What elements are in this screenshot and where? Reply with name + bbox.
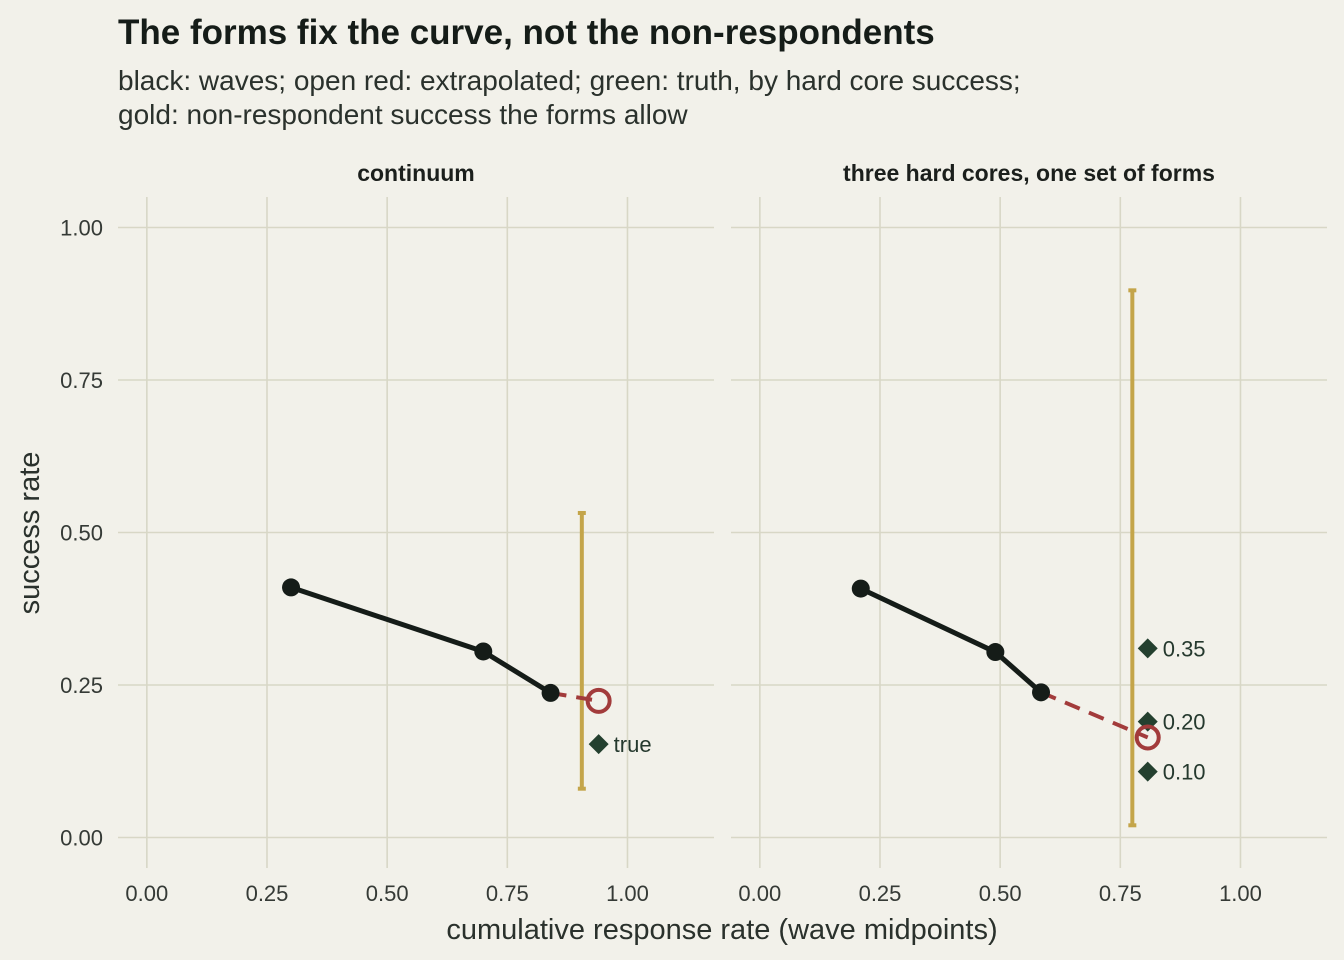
- facet-label: three hard cores, one set of forms: [843, 160, 1215, 186]
- extrapolation-line: [1040, 690, 1149, 740]
- facet-panel-2: three hard cores, one set of forms 0.00 0.…: [731, 160, 1327, 906]
- wave-point: [1032, 683, 1051, 702]
- chart-title: The forms fix the curve, not the non-res…: [118, 13, 935, 52]
- x-tick-label: 0.50: [366, 881, 409, 906]
- y-tick-label: 1.00: [60, 216, 103, 241]
- waves-line: [290, 585, 552, 696]
- truth-marker: [1137, 761, 1158, 782]
- truth-label: 0.35: [1163, 636, 1206, 661]
- x-tick-label: 0.00: [125, 881, 168, 906]
- facet-panel-1: continuum 0.00 0.25 0.50 0.75 1.00 0.00 0.25 0.5…: [60, 160, 714, 906]
- wave-point: [541, 683, 560, 702]
- truth-marker: [588, 734, 609, 755]
- x-tick-label: 0.75: [1099, 881, 1142, 906]
- wave-point: [986, 643, 1005, 662]
- x-tick-label: 0.00: [738, 881, 781, 906]
- extrapolated-point: [1134, 724, 1161, 751]
- x-tick-label: 0.25: [246, 881, 289, 906]
- waves-line: [859, 586, 1043, 695]
- y-tick-label: 0.50: [60, 521, 103, 546]
- x-tick-label: 0.75: [486, 881, 529, 906]
- x-axis-title: cumulative response rate (wave midpoints…: [446, 914, 997, 946]
- chart-subtitle-line-2: gold: non-respondent success the forms a…: [118, 99, 688, 130]
- truth-label: 0.10: [1163, 760, 1206, 785]
- truth-marker: [1137, 638, 1158, 659]
- y-tick-label: 0.75: [60, 368, 103, 393]
- x-tick-label: 0.50: [979, 881, 1022, 906]
- truth-label: 0.20: [1163, 710, 1206, 735]
- truth-label: true: [614, 732, 652, 757]
- y-tick-label: 0.00: [60, 826, 103, 851]
- y-axis-title: success rate: [14, 452, 46, 615]
- x-tick-label: 1.00: [1219, 881, 1262, 906]
- x-tick-label: 1.00: [606, 881, 649, 906]
- facet-panels: continuum 0.00 0.25 0.50 0.75 1.00 0.00 0.25 0.5…: [60, 160, 1327, 906]
- x-tick-label: 0.25: [859, 881, 902, 906]
- chart-subtitle-line-1: black: waves; open red: extrapolated; gr…: [118, 65, 1021, 96]
- y-tick-label: 0.25: [60, 673, 103, 698]
- facet-label: continuum: [357, 160, 475, 186]
- wave-point: [474, 642, 493, 661]
- extrapolated-point: [585, 687, 612, 714]
- wave-point: [851, 579, 870, 598]
- wave-point: [282, 578, 301, 597]
